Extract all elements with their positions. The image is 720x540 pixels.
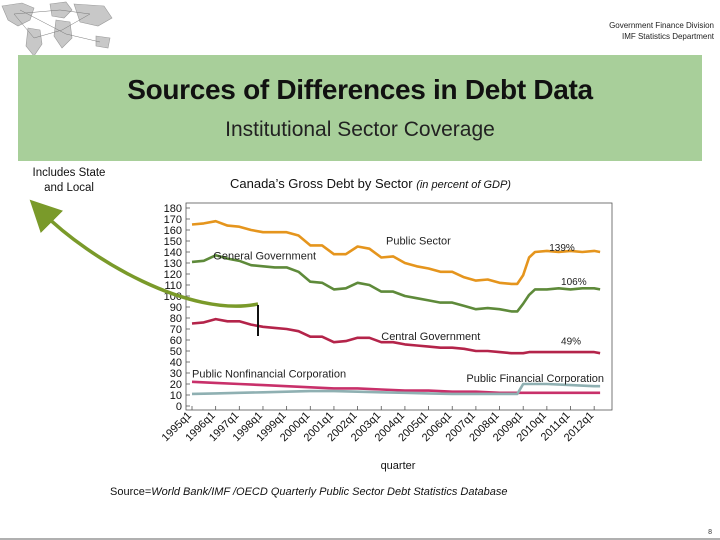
data-labels: 139% 106% 49%: [549, 243, 587, 348]
series-line-public-sector: [191, 219, 601, 286]
y-tick-label: 0: [176, 401, 182, 413]
slide-subtitle: Institutional Sector Coverage: [225, 118, 495, 141]
y-tick-label: 20: [170, 379, 182, 391]
series-label: Central Government: [381, 331, 480, 343]
title-banner: [18, 55, 702, 161]
y-axis: 0102030405060708090100110120130140150160…: [164, 203, 190, 413]
chart-heading-unit: (in percent of GDP): [416, 179, 511, 191]
y-tick-label: 70: [170, 324, 182, 336]
division-name: Government Finance Division: [609, 21, 714, 30]
source-note: Source=World Bank/IMF /OECD Quarterly Pu…: [110, 486, 507, 498]
series-lines: [191, 219, 601, 396]
data-label: 106%: [561, 277, 587, 288]
y-tick-label: 160: [164, 225, 182, 237]
series-labels: Public Sector General Government Central G…: [192, 235, 604, 384]
y-tick-label: 110: [164, 280, 182, 292]
plot-frame: [185, 202, 613, 411]
y-tick-label: 140: [164, 247, 182, 259]
source-prefix: Source=: [110, 486, 152, 498]
y-tick-label: 90: [170, 302, 182, 314]
chart-heading-main: Canada’s Gross Debt by Sector: [230, 176, 413, 191]
y-tick-label: 40: [170, 357, 182, 369]
y-tick-label: 50: [170, 346, 182, 358]
series-line-public-financial-corporation: [191, 382, 601, 396]
y-tick-label: 180: [164, 203, 182, 215]
slide-title: Sources of Differences in Debt Data: [127, 74, 593, 105]
source-publication: World Bank/IMF /OECD Quarterly Public Se…: [151, 486, 508, 498]
y-tick-label: 10: [170, 390, 182, 402]
chart-heading: Canada’s Gross Debt by Sector (in percen…: [230, 176, 511, 191]
data-label: 49%: [561, 336, 581, 347]
series-line-central-government: [191, 317, 601, 355]
x-axis-title: quarter: [381, 460, 416, 472]
department-name: IMF Statistics Department: [621, 32, 714, 41]
series-line-public-nonfinancial-corporation: [191, 380, 601, 395]
annotation-arrow: [29, 199, 259, 308]
y-tick-label: 30: [170, 368, 182, 380]
annotation-line-2: and Local: [44, 182, 94, 194]
y-tick-label: 60: [170, 335, 182, 347]
series-label: Public Nonfinancial Corporation: [192, 368, 346, 380]
data-label: 139%: [549, 243, 575, 254]
x-axis: 1995q11996q11997q11998q11999q12000q12001…: [160, 406, 596, 444]
y-tick-label: 130: [164, 258, 182, 270]
y-tick-label: 120: [164, 269, 182, 281]
world-map-logo: [1, 1, 113, 57]
page-number: 8: [708, 529, 712, 536]
series-label: General Government: [213, 251, 316, 263]
y-tick-label: 150: [164, 236, 182, 248]
series-line-general-government: [191, 254, 601, 313]
y-tick-label: 80: [170, 313, 182, 325]
y-tick-label: 170: [164, 214, 182, 226]
series-label: Public Financial Corporation: [466, 373, 604, 385]
organization-credit: Government Finance Division IMF Statisti…: [609, 20, 714, 42]
footer-rule: [0, 538, 720, 540]
annotation-note: Includes State and Local: [22, 166, 116, 196]
series-label: Public Sector: [386, 235, 451, 247]
annotation-line-1: Includes State: [32, 167, 106, 179]
